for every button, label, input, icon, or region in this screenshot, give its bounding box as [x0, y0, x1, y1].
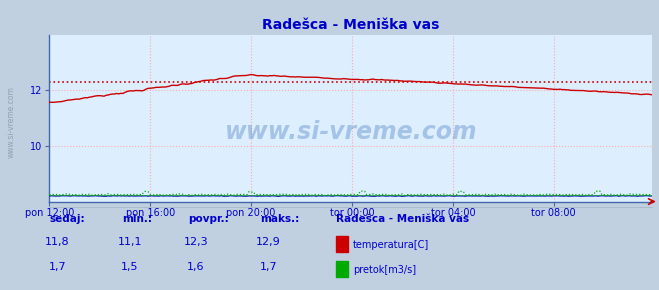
Text: 1,5: 1,5 — [121, 262, 138, 272]
Text: www.si-vreme.com: www.si-vreme.com — [225, 119, 477, 144]
Text: Radešca - Meniška vas: Radešca - Meniška vas — [336, 214, 469, 224]
Text: 12,3: 12,3 — [183, 237, 208, 247]
Text: maks.:: maks.: — [260, 214, 300, 224]
Text: 11,1: 11,1 — [117, 237, 142, 247]
Text: 12,9: 12,9 — [256, 237, 281, 247]
Text: temperatura[C]: temperatura[C] — [353, 240, 430, 250]
Text: sedaj:: sedaj: — [49, 214, 85, 224]
Text: 1,6: 1,6 — [187, 262, 204, 272]
Title: Radešca - Meniška vas: Radešca - Meniška vas — [262, 18, 440, 32]
Text: 11,8: 11,8 — [45, 237, 70, 247]
Text: pretok[m3/s]: pretok[m3/s] — [353, 265, 416, 275]
Text: min.:: min.: — [122, 214, 152, 224]
Text: 1,7: 1,7 — [49, 262, 66, 272]
Text: povpr.:: povpr.: — [188, 214, 229, 224]
Text: 1,7: 1,7 — [260, 262, 277, 272]
Text: www.si-vreme.com: www.si-vreme.com — [7, 86, 16, 158]
